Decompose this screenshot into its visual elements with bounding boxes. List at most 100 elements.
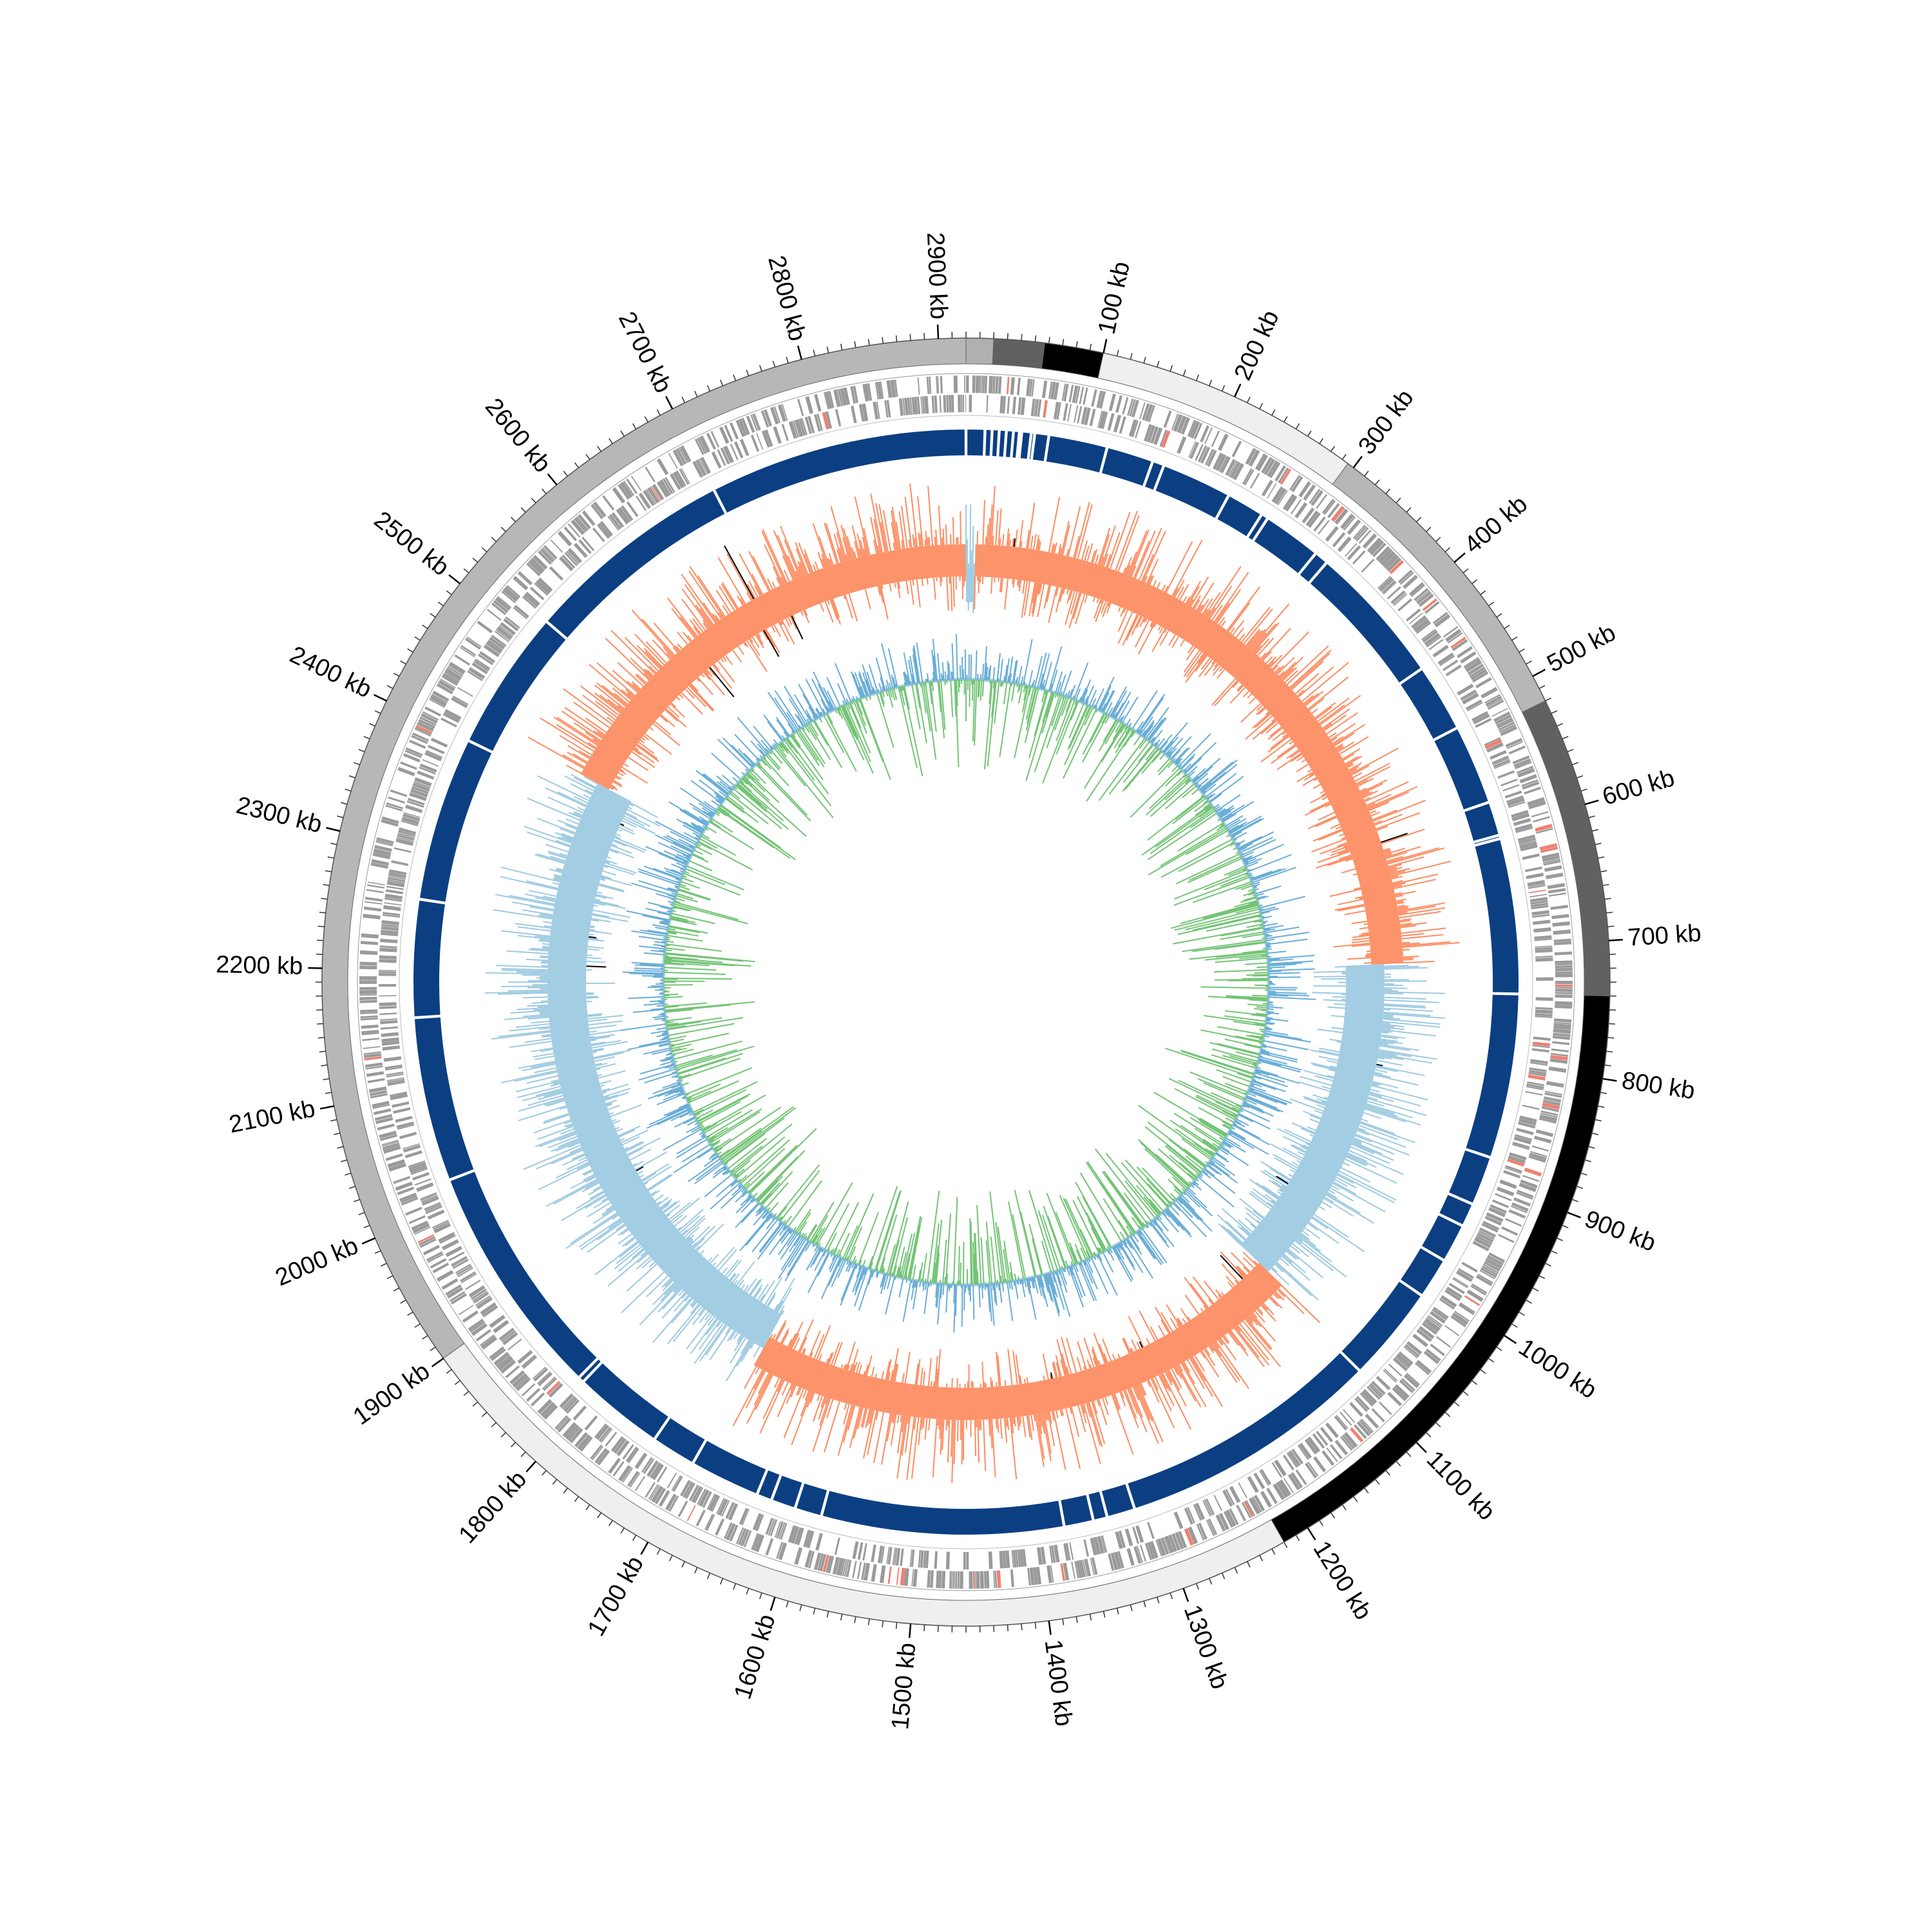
gene-feature: [495, 629, 511, 641]
gc-spike: [732, 1273, 740, 1283]
gc-spike: [1352, 772, 1363, 779]
minor-tick: [1283, 1542, 1288, 1548]
gc-skew-positive: [1250, 1084, 1255, 1087]
gene-feature: [1442, 659, 1458, 670]
gc-spike: [661, 1278, 672, 1288]
gene-feature: [380, 933, 399, 936]
gc-skew-positive: [758, 1208, 765, 1215]
gc-skew-positive: [1170, 1205, 1180, 1216]
gc-spike: [1330, 1187, 1354, 1202]
gc-spike: [992, 535, 994, 545]
gene-feature: [1007, 396, 1010, 414]
gene-feature: [1470, 1285, 1486, 1296]
gc-spike: [646, 1275, 668, 1298]
gc-spike: [538, 1164, 590, 1190]
gc-spike: [559, 828, 575, 835]
gc-skew-positive: [1197, 777, 1209, 788]
gc-spike: [762, 1379, 782, 1419]
gc-spike: [1197, 605, 1202, 611]
gc-spike: [1353, 1140, 1362, 1145]
gc-spike: [562, 754, 585, 768]
minor-tick: [1598, 1105, 1605, 1108]
gc-spike: [837, 1405, 853, 1456]
gene-feature: [1010, 1569, 1014, 1587]
major-ticks: [308, 324, 1623, 1638]
blue-block: [1401, 1248, 1443, 1294]
gc-spike: [732, 1369, 763, 1426]
gc-skew-negative: [1203, 802, 1211, 809]
minor-tick: [1007, 1624, 1009, 1631]
gc-spike: [1313, 985, 1347, 987]
gene-feature: [1204, 448, 1214, 466]
minor-tick: [1406, 1452, 1412, 1457]
gc-skew-negative: [1124, 748, 1160, 791]
gc-skew-positive: [1225, 815, 1244, 827]
gc-skew-negative: [1229, 842, 1236, 847]
gc-spike: [686, 1314, 713, 1350]
gc-spike: [1258, 707, 1266, 715]
gene-feature: [1418, 1325, 1435, 1340]
blue-block: [822, 1491, 1063, 1535]
gc-skew-positive: [1220, 804, 1245, 820]
gc-skew-positive: [1253, 886, 1257, 889]
gc-spike: [997, 1419, 999, 1433]
gene-feature: [573, 542, 588, 558]
gc-skew-positive: [1260, 906, 1276, 912]
gc-spike: [1160, 1312, 1173, 1332]
gc-spike: [873, 518, 882, 553]
gc-skew-positive: [1229, 824, 1244, 834]
gc-skew-negative: [1245, 962, 1269, 965]
gc-skew-negative: [963, 1242, 965, 1285]
gc-skew-positive: [1177, 1198, 1183, 1205]
gc-skew-negative: [1010, 1272, 1013, 1282]
gc-spike: [688, 1238, 693, 1242]
gc-spike: [616, 833, 621, 837]
gene-feature: [753, 1534, 761, 1551]
gene-feature: [1425, 1349, 1441, 1362]
gc-skew-positive: [1264, 1033, 1311, 1043]
gc-skew-negative: [1041, 1240, 1052, 1273]
blue-block: [420, 742, 492, 902]
gc-spike: [544, 925, 551, 928]
gc-spike: [1400, 922, 1412, 925]
gc-spike: [1380, 1038, 1398, 1043]
gene-feature: [1488, 1252, 1506, 1263]
gc-spike: [588, 937, 599, 940]
gene-feature: [1447, 632, 1463, 644]
gene-feature: [1321, 1450, 1335, 1466]
gc-spike: [1267, 735, 1289, 753]
gc-spike: [1365, 956, 1371, 958]
gc-spike: [1126, 551, 1138, 576]
gc-skew-negative: [925, 1278, 927, 1282]
gc-spike: [1382, 1022, 1390, 1025]
minor-tick: [1075, 341, 1078, 348]
gc-skew-negative: [1064, 706, 1092, 766]
gc-skew-positive: [1045, 1273, 1050, 1285]
gene-feature: [421, 1193, 437, 1202]
gc-spike: [636, 674, 647, 684]
gc-skew-positive: [1083, 1260, 1094, 1284]
gc-skew-positive: [1058, 674, 1066, 695]
gene-ring-outline-outer: [357, 373, 1575, 1591]
gc-spike: [1377, 1059, 1403, 1066]
gc-spike: [1066, 1338, 1077, 1373]
minor-tick: [317, 1037, 325, 1039]
gc-spike: [1014, 529, 1018, 547]
gene-feature: [1273, 1483, 1285, 1501]
gene-feature: [1403, 1374, 1419, 1388]
gc-skew-negative: [757, 1179, 779, 1202]
gc-spike: [1326, 712, 1358, 735]
gc-spike: [1291, 1122, 1315, 1133]
gc-spike: [890, 1414, 897, 1446]
gc-spike: [560, 1128, 574, 1135]
gc-spike: [878, 504, 889, 552]
gene-feature: [540, 548, 554, 563]
gene-feature: [934, 1551, 938, 1569]
gc-skew-positive: [1267, 1001, 1274, 1003]
gc-spike: [675, 645, 681, 651]
gc-spike: [1270, 1143, 1302, 1161]
gc-skew-positive: [1193, 757, 1221, 783]
gc-skew-positive: [1220, 1145, 1230, 1153]
gene-feature: [797, 399, 804, 417]
gene-feature: [1428, 639, 1444, 650]
